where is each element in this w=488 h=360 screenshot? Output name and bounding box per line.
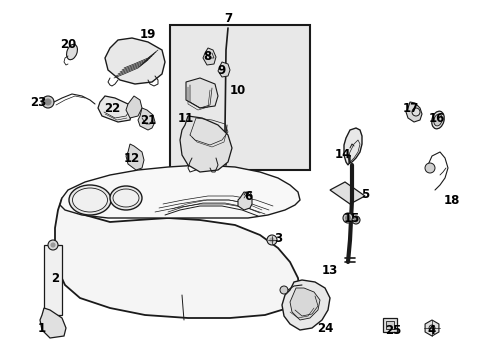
Polygon shape [138,108,155,130]
Polygon shape [405,102,421,122]
Polygon shape [60,165,299,218]
Circle shape [51,243,55,247]
Polygon shape [203,48,216,65]
Polygon shape [126,96,142,118]
Text: 24: 24 [316,321,332,334]
Polygon shape [98,96,132,122]
Circle shape [424,163,434,173]
Text: 8: 8 [203,50,211,63]
Circle shape [351,216,359,224]
Polygon shape [40,308,66,338]
Ellipse shape [110,186,142,210]
Ellipse shape [113,189,139,207]
Circle shape [280,286,287,294]
Polygon shape [55,198,299,318]
Bar [44,245,62,315]
Text: 12: 12 [123,152,140,165]
Text: 20: 20 [60,39,76,51]
Text: 15: 15 [343,211,360,225]
Text: 10: 10 [229,84,245,96]
Polygon shape [180,116,231,172]
Ellipse shape [72,188,107,212]
Circle shape [425,322,437,334]
Text: 23: 23 [30,95,46,108]
Text: 22: 22 [103,102,120,114]
Text: 4: 4 [427,324,435,337]
Circle shape [345,216,350,220]
Text: 6: 6 [244,189,252,202]
Circle shape [45,99,51,105]
Bar [385,321,393,329]
Polygon shape [185,78,218,108]
Circle shape [353,218,357,222]
Text: 18: 18 [443,194,459,207]
Circle shape [269,238,273,242]
Text: 7: 7 [224,12,232,24]
Text: 25: 25 [384,324,400,337]
Circle shape [428,325,434,331]
Text: 14: 14 [334,148,350,162]
Polygon shape [105,38,164,84]
Circle shape [48,240,58,250]
Polygon shape [238,192,251,210]
Text: 2: 2 [51,271,59,284]
Text: 11: 11 [178,112,194,125]
Bar [382,318,396,332]
Text: 13: 13 [321,264,337,276]
Text: 21: 21 [140,113,156,126]
Text: 3: 3 [273,231,282,244]
Text: 1: 1 [38,321,46,334]
Ellipse shape [69,185,111,215]
Text: 5: 5 [360,189,368,202]
Circle shape [411,108,419,116]
Polygon shape [126,144,143,170]
Ellipse shape [433,114,441,126]
Text: 9: 9 [218,63,225,77]
Polygon shape [343,128,361,165]
Circle shape [342,213,352,223]
Polygon shape [329,182,364,204]
Polygon shape [424,320,438,336]
Ellipse shape [66,44,77,60]
Circle shape [42,96,54,108]
Polygon shape [282,280,329,330]
Text: 16: 16 [428,112,444,125]
Text: 19: 19 [140,28,156,41]
Ellipse shape [431,111,443,129]
Circle shape [266,235,276,245]
Polygon shape [218,62,229,77]
Bar [170,25,309,170]
Polygon shape [289,288,319,320]
Text: 17: 17 [402,102,418,114]
